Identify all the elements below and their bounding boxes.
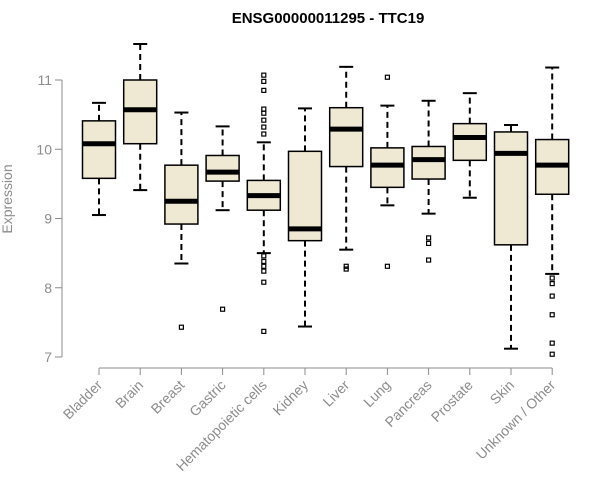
x-tick-label: Liver: [320, 377, 353, 410]
y-tick-label: 9: [44, 211, 52, 227]
outlier-point: [549, 340, 555, 346]
box-group: [287, 107, 323, 328]
outlier-point: [426, 240, 432, 247]
iqr-box: [493, 131, 529, 246]
outlier-point: [549, 351, 555, 357]
outlier-point: [261, 253, 267, 259]
outlier-point: [261, 72, 267, 78]
outlier-point: [261, 110, 267, 116]
chart-title: ENSG00000011295 - TTC19: [232, 10, 425, 27]
outlier-point: [343, 266, 349, 272]
box-group: [81, 101, 117, 217]
y-tick-label: 10: [36, 141, 52, 157]
iqr-box: [205, 154, 240, 182]
outlier-point: [384, 263, 390, 269]
outlier-point: [261, 268, 267, 274]
x-tick-label: Brain: [112, 377, 146, 411]
y-tick-label: 8: [44, 280, 52, 296]
outlier-point: [220, 306, 226, 312]
box-group: [328, 65, 364, 272]
box-group: [164, 111, 199, 330]
x-tick-label: Kidney: [270, 377, 312, 419]
outlier-point: [549, 312, 555, 318]
iqr-box: [287, 150, 323, 242]
outlier-point: [261, 78, 267, 84]
iqr-box: [164, 164, 199, 225]
box-group: [411, 99, 446, 263]
x-tick-label: Breast: [148, 377, 188, 417]
outlier-point: [178, 324, 184, 330]
y-axis: 7 8 9 10 11: [36, 72, 63, 365]
outlier-point: [261, 87, 267, 93]
outlier-point: [384, 74, 390, 80]
outlier-point: [261, 328, 267, 334]
outlier-point: [261, 263, 267, 269]
outlier-point: [343, 263, 349, 269]
outlier-point: [261, 106, 267, 112]
outlier-point: [426, 257, 432, 263]
outlier-point: [549, 280, 555, 287]
outlier-point: [261, 279, 267, 285]
iqr-box: [411, 145, 446, 180]
outlier-point: [261, 258, 267, 265]
y-tick-label: 11: [37, 72, 52, 88]
outlier-point: [261, 124, 267, 130]
outlier-point: [549, 293, 555, 299]
boxes: [81, 42, 570, 357]
x-tick-label: Lung: [360, 377, 393, 410]
box-group: [534, 66, 570, 357]
y-axis-label: Expression: [0, 164, 15, 233]
iqr-box: [452, 122, 488, 162]
box-group: [452, 92, 488, 199]
x-tick-label: Skin: [487, 377, 518, 408]
outlier-point: [261, 131, 267, 137]
outlier-point: [549, 275, 555, 281]
box-group: [493, 124, 529, 350]
box-group: [205, 125, 240, 312]
iqr-box: [81, 120, 117, 180]
iqr-box: [328, 106, 364, 168]
outlier-point: [426, 235, 432, 241]
box-group: [122, 42, 158, 192]
y-tick-label: 7: [44, 349, 52, 365]
box-group: [370, 74, 405, 269]
box-group: [246, 72, 282, 334]
outlier-point: [261, 117, 267, 123]
x-tick-label: Prostate: [428, 377, 476, 425]
x-tick-label: Bladder: [60, 377, 106, 423]
